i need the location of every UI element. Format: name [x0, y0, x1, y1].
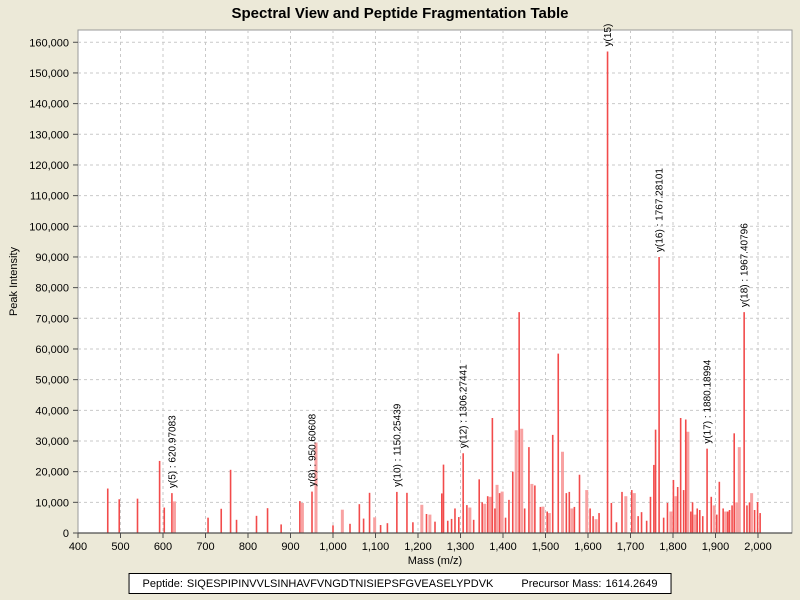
spectrum-chart[interactable]: 0 10,000 20,000 30,000 40,000 50,000 60,000 70,…	[0, 0, 800, 570]
x-tick-label: 700	[196, 541, 214, 553]
y-tick-label: 20,000	[35, 467, 69, 479]
y-tick-label: 130,000	[29, 129, 69, 141]
x-tick-label: 1,500	[532, 541, 560, 553]
x-axis-title: Mass (m/z)	[408, 555, 462, 567]
y-tick-label: 40,000	[35, 405, 69, 417]
x-tick-label: 600	[154, 541, 172, 553]
x-tick-label: 1,800	[659, 541, 687, 553]
x-tick-label: 1,000	[319, 541, 347, 553]
y-tick-label: 30,000	[35, 436, 69, 448]
peptide-sequence: SIQESPIPINVVLSINHAVFVNGDTNISIEPSFGVEASEL…	[186, 577, 494, 590]
peak-annotation: y(16) : 1767.28101	[655, 168, 666, 252]
x-tick-label: 1,300	[447, 541, 475, 553]
x-tick-label: 800	[239, 541, 257, 553]
peak-annotation: y(10) : 1150.25439	[392, 403, 403, 487]
y-tick-label: 150,000	[29, 68, 69, 80]
x-tick-label: 900	[281, 541, 299, 553]
y-tick-label: 70,000	[35, 313, 69, 325]
y-tick-label: 160,000	[29, 37, 69, 49]
y-tick-label: 10,000	[35, 497, 69, 509]
y-axis-title: Peak Intensity	[8, 246, 20, 316]
y-tick-label: 100,000	[29, 221, 69, 233]
peak-annotation: y(5) : 620.97083	[167, 415, 178, 488]
peptide-label: Peptide:	[142, 577, 183, 590]
y-tick-label: 50,000	[35, 375, 69, 387]
precursor-mass-value: 1614.2649	[605, 577, 658, 590]
x-tick-label: 1,200	[404, 541, 432, 553]
x-tick-label: 2,000	[744, 541, 772, 553]
y-tick-label: 140,000	[29, 99, 69, 111]
x-tick-label: 500	[111, 541, 129, 553]
peak-annotation: y(17) : 1880.18994	[703, 359, 714, 443]
peak-annotation: y(12) : 1306.27441	[459, 364, 470, 448]
peptide-info-box: Peptide: SIQESPIPINVVLSINHAVFVNGDTNISIEP…	[128, 573, 672, 594]
y-tick-label: 120,000	[29, 160, 69, 172]
y-tick-label: 60,000	[35, 344, 69, 356]
x-tick-label: 1,400	[489, 541, 517, 553]
plot-area[interactable]	[77, 29, 793, 534]
y-tick-label: 0	[63, 528, 69, 540]
y-tick-label: 90,000	[35, 252, 69, 264]
y-tick-label: 80,000	[35, 283, 69, 295]
peak-annotation: y(8) : 950.60608	[308, 413, 319, 486]
peak-annotation: y(18) : 1967.40796	[740, 223, 751, 307]
page-title: Spectral View and Peptide Fragmentation …	[231, 5, 569, 22]
x-tick-label: 1,600	[574, 541, 602, 553]
y-tick-label: 110,000	[30, 191, 69, 203]
x-tick-label: 1,700	[617, 541, 645, 553]
precursor-mass-label: Precursor Mass:	[521, 577, 602, 590]
x-tick-label: 1,100	[362, 541, 390, 553]
x-tick-label: 1,900	[702, 541, 730, 553]
x-tick-label: 400	[69, 541, 87, 553]
peak-annotation: y(15)	[603, 24, 614, 47]
